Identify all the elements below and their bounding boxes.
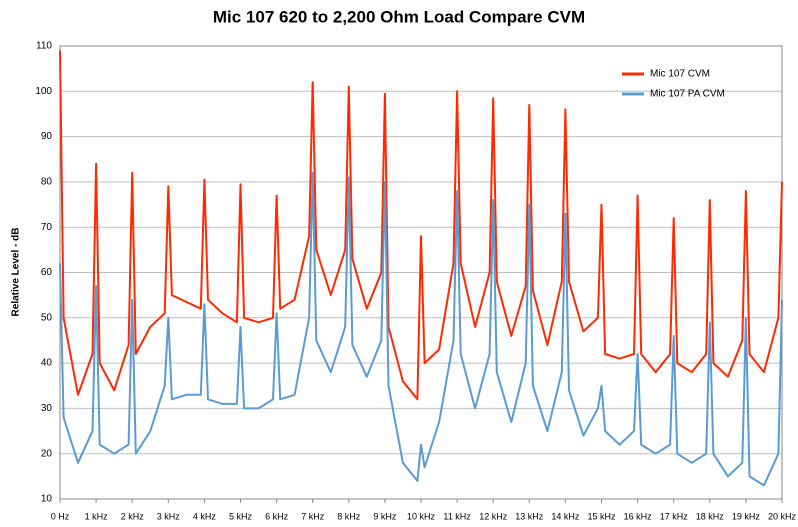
x-tick-label: 16 kHz (624, 511, 653, 521)
x-tick-label: 10 kHz (407, 511, 436, 521)
x-tick-label: 13 kHz (515, 511, 544, 521)
x-tick-label: 3 kHz (157, 511, 181, 521)
x-tick-label: 20 kHz (768, 511, 797, 521)
y-tick-label: 60 (41, 267, 53, 278)
x-tick-label: 17 kHz (660, 511, 689, 521)
y-tick-label: 50 (41, 312, 53, 323)
x-tick-label: 19 kHz (732, 511, 761, 521)
x-tick-label: 1 kHz (85, 511, 109, 521)
y-tick-label: 80 (41, 177, 53, 188)
x-tick-label: 9 kHz (373, 511, 397, 521)
series-line (59, 171, 783, 487)
x-tick-label: 0 Hz (51, 511, 70, 521)
x-tick-label: 4 kHz (193, 511, 217, 521)
y-axis-label: Relative Level - dB (11, 228, 22, 317)
chart-title: Mic 107 620 to 2,200 Ohm Load Compare CV… (213, 7, 585, 26)
y-tick-label: 100 (35, 86, 52, 97)
y-tick-label: 110 (36, 41, 52, 52)
x-tick-label: 6 kHz (265, 511, 289, 521)
y-tick-label: 30 (41, 403, 53, 414)
legend-label: Mic 107 PA CVM (650, 89, 725, 100)
x-tick-label: 15 kHz (587, 511, 616, 521)
x-tick-label: 5 kHz (229, 511, 253, 521)
x-tick-label: 2 kHz (121, 511, 145, 521)
x-tick-label: 12 kHz (479, 511, 508, 521)
y-tick-label: 40 (41, 358, 53, 369)
y-tick-label: 70 (41, 222, 53, 233)
x-tick-label: 18 kHz (696, 511, 725, 521)
y-tick-label: 90 (41, 131, 53, 142)
y-tick-label: 20 (41, 448, 53, 459)
x-tick-label: 14 kHz (551, 511, 580, 521)
legend-label: Mic 107 CVM (650, 69, 710, 80)
series-line (59, 50, 783, 401)
x-tick-label: 7 kHz (301, 511, 325, 521)
x-tick-label: 8 kHz (337, 511, 361, 521)
x-tick-label: 11 kHz (443, 511, 471, 521)
y-tick-label: 10 (41, 494, 53, 505)
